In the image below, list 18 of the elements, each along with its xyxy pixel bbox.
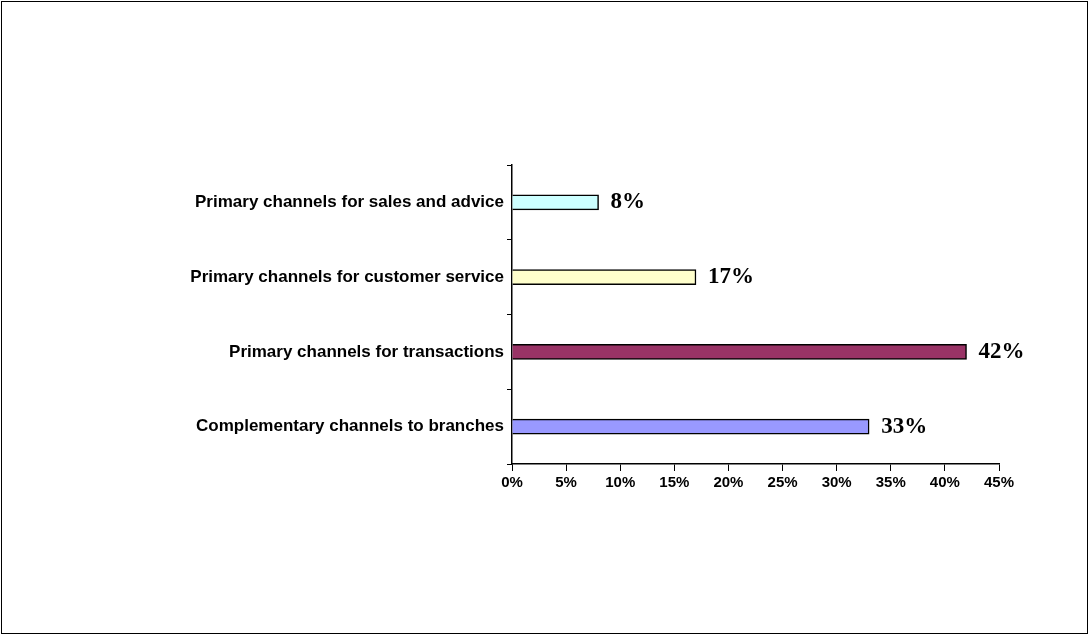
y-tick-label: Primary channels for transactions [229, 341, 504, 361]
x-tick-label: 10% [605, 473, 636, 491]
x-tick-label: 35% [875, 473, 906, 491]
x-tick-label: 15% [659, 473, 690, 491]
x-tick-label: 40% [929, 473, 960, 491]
data-label: 42% [978, 337, 1025, 363]
data-label: 17% [707, 263, 754, 289]
x-tick-label: 30% [821, 473, 852, 491]
x-tick-label: 0% [501, 473, 523, 491]
data-label: 8% [610, 188, 646, 214]
x-tick-label: 5% [555, 473, 577, 491]
x-tick-label: 45% [983, 473, 1015, 491]
x-tick-label: 20% [713, 473, 744, 491]
data-label: 33% [881, 412, 928, 438]
y-tick-label: Primary channels for sales and advice [195, 192, 504, 212]
y-tick-label: Primary channels for customer service [190, 266, 504, 286]
x-tick-label: 25% [767, 473, 798, 491]
y-tick-label: Complementary channels to branches [196, 416, 504, 436]
